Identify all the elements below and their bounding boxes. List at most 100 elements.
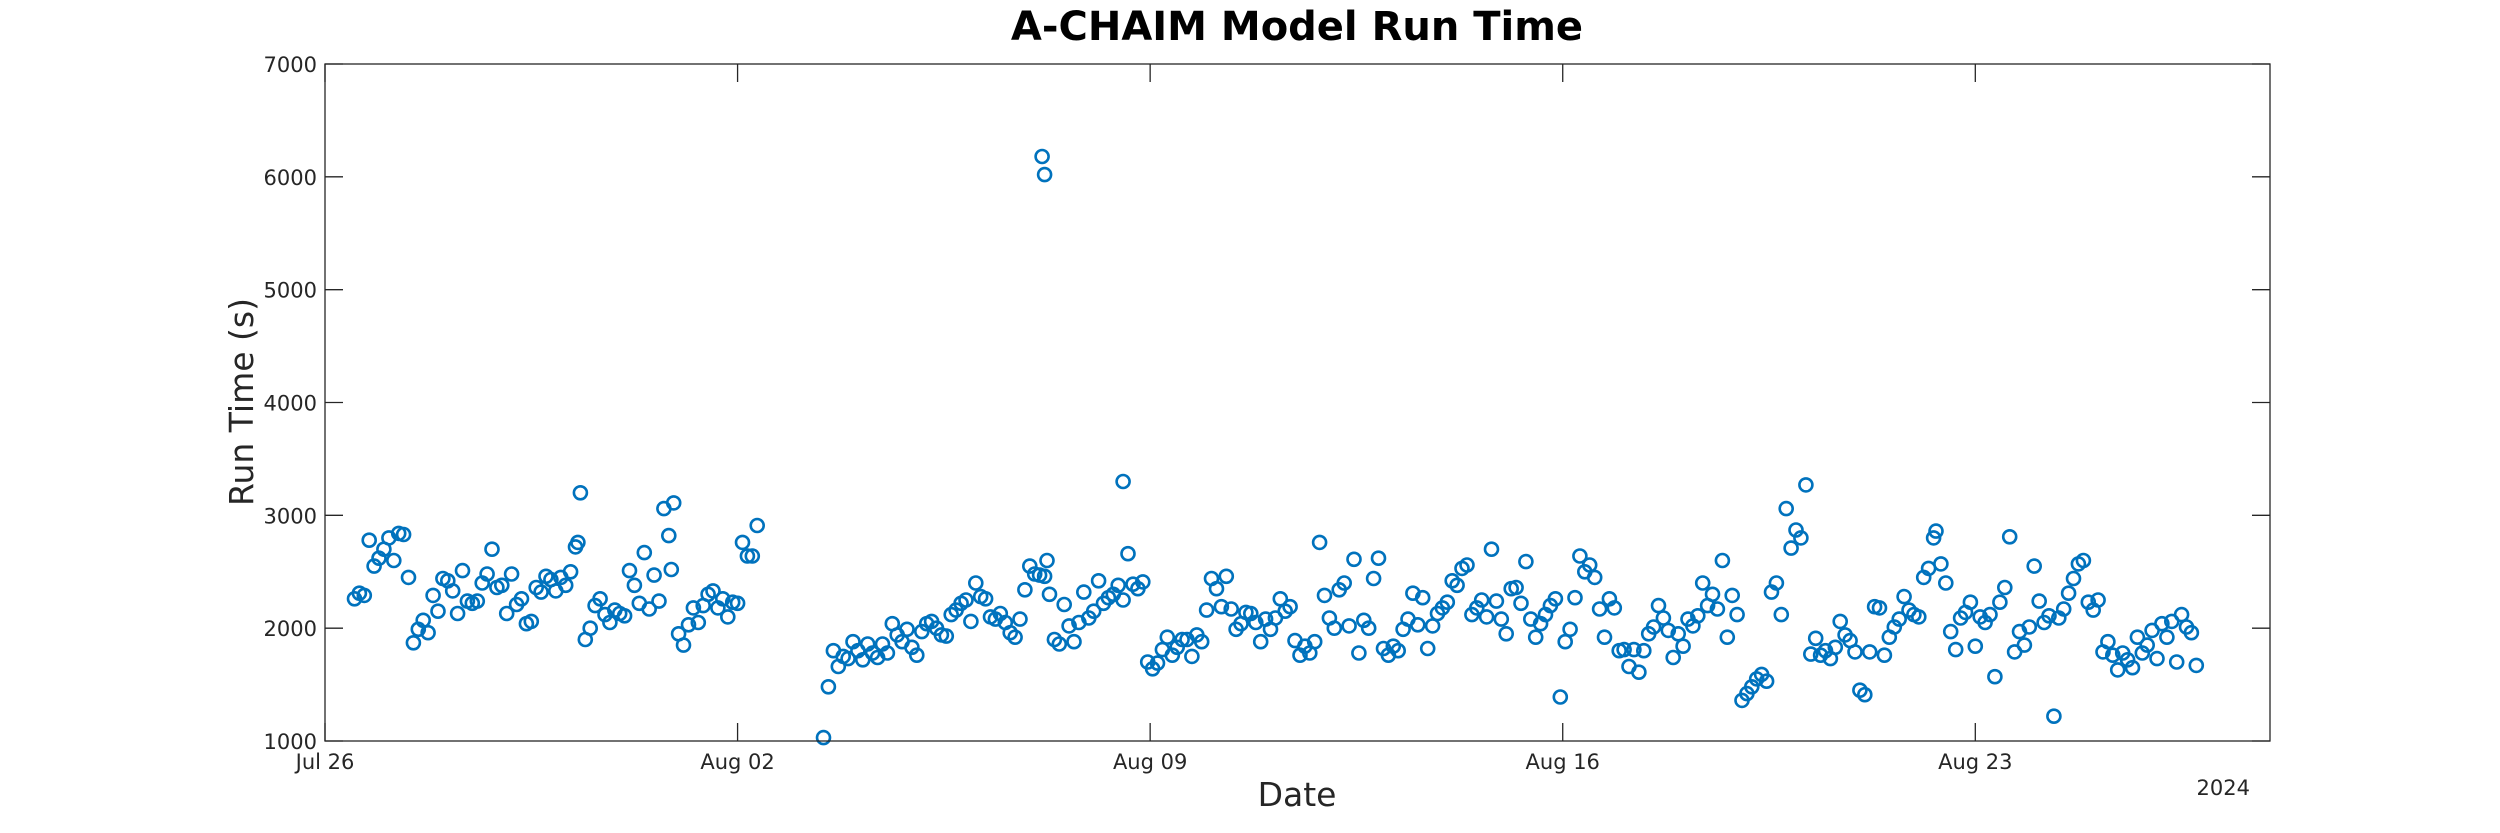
data-point [1110, 577, 1126, 594]
data-point [2134, 645, 2151, 661]
data-point [1827, 639, 1844, 656]
data-point [570, 534, 586, 551]
data-point [1419, 640, 1436, 657]
data-point [899, 621, 915, 638]
data-point [1459, 557, 1475, 573]
data-point [680, 616, 697, 633]
data-point [1694, 575, 1711, 591]
data-point [1793, 530, 1809, 546]
data-point [1346, 551, 1362, 568]
data-point [2173, 606, 2190, 623]
data-point [1660, 622, 1677, 639]
data-point [1365, 570, 1382, 587]
data-point [400, 569, 417, 586]
data-point [1645, 619, 1662, 635]
data-point [1871, 600, 1888, 616]
y-tick-label: 2000 [264, 617, 317, 641]
data-point [1586, 569, 1603, 586]
data-point [1665, 649, 1681, 666]
data-point [1493, 611, 1510, 627]
data-point [1719, 629, 1736, 646]
data-point [1758, 673, 1775, 690]
data-point [1977, 614, 1993, 631]
data-point [2159, 629, 2175, 646]
data-point [2075, 552, 2092, 569]
data-point [744, 548, 761, 564]
data-point [1527, 629, 1544, 646]
data-point [1184, 648, 1200, 665]
data-point [1193, 633, 1210, 650]
data-point [820, 678, 837, 695]
y-tick-label: 7000 [264, 53, 317, 77]
data-point [430, 603, 446, 620]
data-point [2149, 650, 2165, 667]
y-axis-ticks: 1000 2000 3000 4000 5000 6000 7000 [264, 53, 2270, 754]
data-point [1120, 545, 1136, 562]
data-point [1709, 601, 1726, 617]
data-point [557, 577, 574, 594]
data-point [513, 590, 530, 607]
data-point [1803, 646, 1819, 662]
data-point [1356, 612, 1372, 629]
data-point [1773, 606, 1790, 623]
data-point [626, 577, 643, 594]
data-point [582, 620, 599, 637]
data-point [2124, 659, 2141, 676]
data-point [1768, 575, 1785, 591]
data-point [977, 590, 994, 607]
data-point [1007, 629, 1023, 646]
data-point [366, 558, 382, 574]
data-point [493, 577, 510, 594]
y-axis-label: Run Time (s) [222, 298, 261, 506]
data-point [1449, 577, 1465, 594]
data-point [641, 601, 658, 617]
data-point [1159, 629, 1176, 646]
data-point [1090, 572, 1107, 589]
data-point [1213, 598, 1230, 615]
data-point [2021, 619, 2038, 635]
data-point [1928, 523, 1944, 539]
data-point [1341, 618, 1357, 634]
data-point [705, 583, 721, 599]
data-point [1370, 550, 1387, 567]
data-point [663, 561, 680, 578]
data-point [938, 628, 955, 644]
data-point [2154, 615, 2170, 632]
data-point [904, 639, 920, 656]
data-point [1636, 642, 1652, 659]
data-point [714, 590, 731, 607]
data-point [498, 605, 515, 622]
data-point [1424, 618, 1441, 634]
data-point [2080, 594, 2097, 611]
data-point [636, 544, 653, 561]
data-point [592, 590, 608, 607]
data-point [815, 729, 832, 746]
y-tick-label: 5000 [264, 279, 317, 303]
data-point [1051, 636, 1068, 652]
x-tick-label: Aug 16 [1526, 750, 1600, 774]
data-point [1488, 593, 1505, 609]
y-tick-label: 6000 [264, 166, 317, 190]
data-point [1508, 579, 1524, 596]
data-point [2065, 570, 2082, 587]
data-point [1650, 597, 1667, 614]
data-point [1616, 641, 1632, 658]
data-point [729, 595, 746, 612]
data-point [2139, 637, 2155, 653]
data-point [651, 593, 667, 609]
data-point [1967, 638, 1984, 655]
data-point [1744, 678, 1760, 695]
data-point [1891, 611, 1907, 627]
data-point [1498, 625, 1514, 642]
data-point [2055, 601, 2072, 617]
data-point [356, 587, 373, 604]
data-point [1135, 574, 1151, 590]
data-point [1198, 602, 1215, 618]
data-point [1714, 552, 1731, 569]
data-point [1174, 631, 1190, 648]
data-point [1149, 655, 1166, 671]
data-point [405, 634, 422, 651]
data-point [425, 587, 441, 604]
data-point [1360, 620, 1377, 637]
